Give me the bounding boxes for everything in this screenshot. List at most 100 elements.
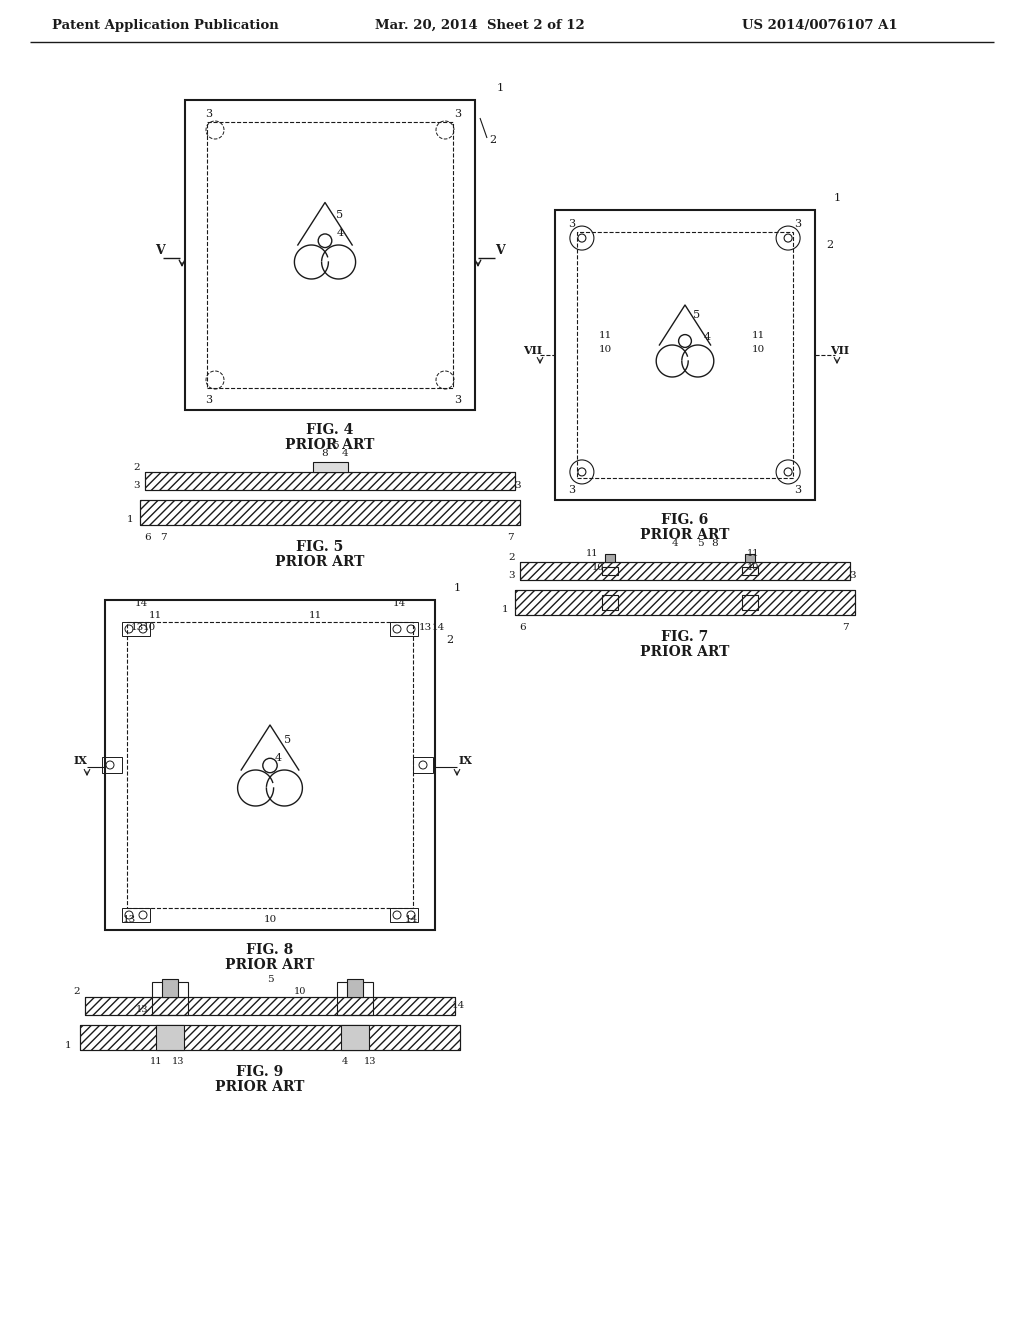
Text: 13: 13	[172, 1057, 184, 1067]
Bar	[156, 1026, 184, 1049]
Bar	[185, 100, 475, 411]
Bar	[602, 595, 618, 610]
Text: 3: 3	[206, 110, 213, 119]
Text: VII: VII	[830, 345, 850, 355]
Bar	[742, 568, 758, 576]
Text: 14: 14	[452, 1002, 465, 1011]
Text: 2: 2	[446, 635, 454, 645]
Text: PRIOR ART: PRIOR ART	[286, 438, 375, 451]
Text: 2: 2	[489, 135, 497, 145]
Text: Mar. 20, 2014  Sheet 2 of 12: Mar. 20, 2014 Sheet 2 of 12	[375, 18, 585, 32]
Text: 3: 3	[455, 110, 462, 119]
Text: 10: 10	[592, 562, 604, 572]
Text: 4: 4	[274, 752, 282, 763]
Bar	[140, 500, 520, 525]
Text: 10: 10	[142, 623, 156, 631]
Text: 2: 2	[509, 553, 515, 561]
Text: FIG. 7: FIG. 7	[662, 630, 709, 644]
Text: 11: 11	[308, 611, 322, 620]
Text: 4: 4	[337, 228, 344, 238]
Text: 6: 6	[144, 532, 152, 541]
Bar	[162, 979, 178, 997]
Text: 8: 8	[712, 540, 718, 549]
Text: 13: 13	[419, 623, 432, 631]
Text: 13: 13	[136, 1006, 148, 1015]
Text: 10: 10	[598, 346, 611, 355]
Bar	[602, 568, 618, 576]
Bar	[347, 979, 362, 997]
Text: 14: 14	[134, 599, 147, 609]
Text: 1: 1	[454, 583, 461, 593]
Text: 3: 3	[795, 219, 802, 228]
Bar	[390, 622, 418, 636]
Bar	[555, 210, 815, 500]
Text: PRIOR ART: PRIOR ART	[215, 1080, 305, 1094]
Bar	[85, 997, 455, 1015]
Text: 10: 10	[752, 346, 765, 355]
Bar	[605, 554, 615, 562]
Text: 4: 4	[342, 450, 348, 458]
Bar	[105, 601, 435, 931]
Bar	[515, 590, 855, 615]
Bar	[520, 562, 850, 579]
Text: 3: 3	[515, 480, 521, 490]
Bar	[102, 756, 122, 774]
Text: 11: 11	[150, 1057, 162, 1067]
Text: 3: 3	[134, 480, 140, 490]
Text: 1: 1	[127, 516, 133, 524]
Text: 11: 11	[598, 330, 611, 339]
Bar	[152, 982, 188, 1015]
Text: Patent Application Publication: Patent Application Publication	[51, 18, 279, 32]
Text: 3: 3	[568, 484, 575, 495]
Bar	[745, 554, 755, 562]
Text: 11: 11	[586, 549, 598, 558]
Bar	[80, 1026, 460, 1049]
Text: FIG. 4: FIG. 4	[306, 422, 353, 437]
Bar	[390, 908, 418, 921]
Text: US 2014/0076107 A1: US 2014/0076107 A1	[742, 18, 898, 32]
Text: 4: 4	[703, 333, 711, 342]
Text: 2: 2	[74, 987, 80, 997]
Text: 5: 5	[266, 974, 273, 983]
Text: 1: 1	[497, 83, 504, 92]
Text: 1: 1	[65, 1040, 72, 1049]
Text: FIG. 9: FIG. 9	[237, 1065, 284, 1078]
Text: 10: 10	[294, 987, 306, 997]
Bar	[742, 595, 758, 610]
Text: 7: 7	[160, 532, 166, 541]
Text: FIG. 8: FIG. 8	[247, 942, 294, 957]
Text: 4: 4	[342, 1057, 348, 1067]
Bar	[80, 1026, 460, 1049]
Bar	[85, 997, 455, 1015]
Bar	[122, 622, 150, 636]
Text: 13: 13	[364, 1057, 376, 1067]
Text: 5: 5	[332, 441, 338, 450]
Bar	[127, 622, 413, 908]
Bar	[145, 473, 515, 490]
Text: PRIOR ART: PRIOR ART	[640, 645, 730, 659]
Bar	[337, 982, 373, 1015]
Text: 5: 5	[693, 310, 700, 319]
Bar	[140, 500, 520, 525]
Text: 5: 5	[337, 210, 344, 220]
Text: PRIOR ART: PRIOR ART	[275, 554, 365, 569]
Text: 5: 5	[696, 540, 703, 549]
Text: V: V	[496, 243, 505, 256]
Text: 2: 2	[826, 240, 834, 249]
Text: IX: IX	[458, 755, 472, 766]
Text: V: V	[155, 243, 165, 256]
Text: IX: IX	[73, 755, 87, 766]
Text: 3: 3	[568, 219, 575, 228]
Text: 14: 14	[392, 599, 406, 609]
Text: VII: VII	[523, 345, 543, 355]
Text: 13: 13	[130, 623, 143, 631]
Bar	[122, 908, 150, 921]
Text: 3: 3	[509, 570, 515, 579]
Text: 8: 8	[322, 450, 329, 458]
Text: 11: 11	[148, 611, 162, 620]
Text: 4: 4	[672, 540, 678, 549]
Bar	[145, 473, 515, 490]
Text: 1: 1	[502, 606, 508, 615]
Bar	[520, 562, 850, 579]
Text: 13: 13	[123, 916, 135, 924]
